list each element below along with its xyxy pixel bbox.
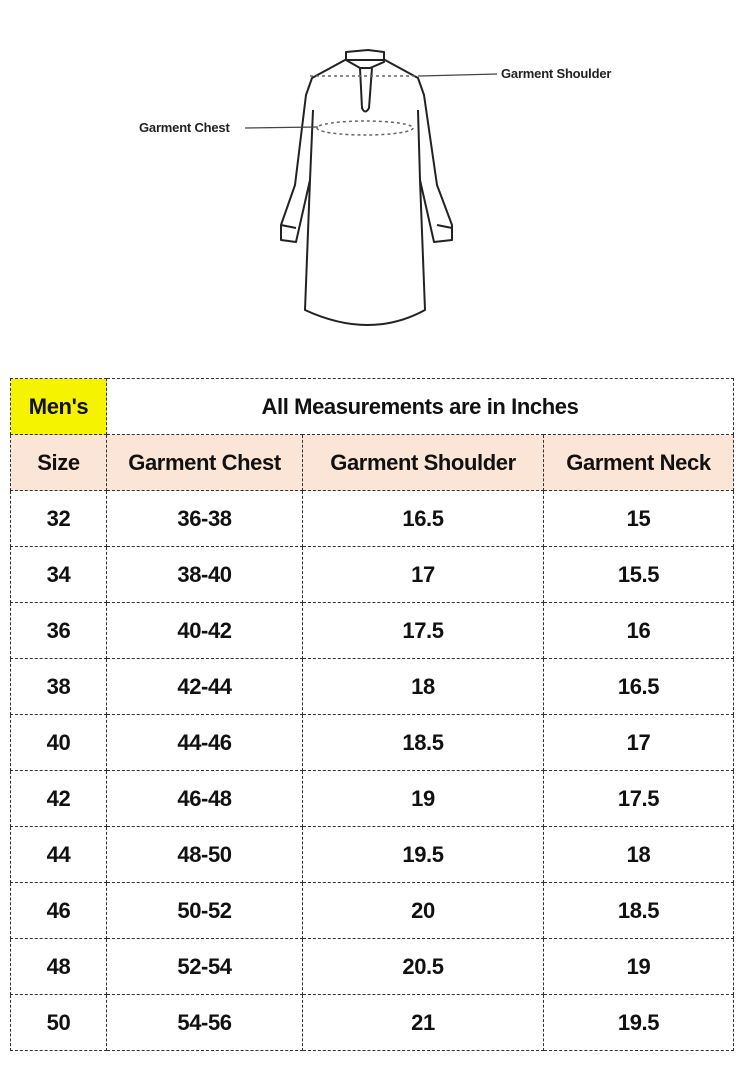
- cell-neck: 19.5: [543, 994, 734, 1051]
- cell-size: 38: [10, 658, 107, 715]
- cell-size: 44: [10, 826, 107, 883]
- cell-chest: 50-52: [106, 882, 303, 939]
- cell-shoulder: 19.5: [302, 826, 544, 883]
- cell-shoulder: 21: [302, 994, 544, 1051]
- chest-label: Garment Chest: [139, 120, 230, 135]
- cell-neck: 16.5: [543, 658, 734, 715]
- cell-size: 42: [10, 770, 107, 827]
- table-row: 34 38-40 17 15.5: [10, 546, 734, 603]
- cell-size: 46: [10, 882, 107, 939]
- cell-size: 32: [10, 490, 107, 547]
- cell-size: 34: [10, 546, 107, 603]
- cell-chest: 54-56: [106, 994, 303, 1051]
- cell-chest: 42-44: [106, 658, 303, 715]
- table-row: 50 54-56 21 19.5: [10, 994, 734, 1051]
- cell-neck: 17.5: [543, 770, 734, 827]
- cell-chest: 44-46: [106, 714, 303, 771]
- cell-chest: 40-42: [106, 602, 303, 659]
- cell-chest: 48-50: [106, 826, 303, 883]
- cell-neck: 17: [543, 714, 734, 771]
- cell-shoulder: 16.5: [302, 490, 544, 547]
- header-chest: Garment Chest: [106, 434, 303, 491]
- table-row: 40 44-46 18.5 17: [10, 714, 734, 771]
- table-row: 46 50-52 20 18.5: [10, 882, 734, 939]
- table-row: 44 48-50 19.5 18: [10, 826, 734, 883]
- header-neck: Garment Neck: [543, 434, 734, 491]
- cell-size: 50: [10, 994, 107, 1051]
- cell-chest: 38-40: [106, 546, 303, 603]
- cell-neck: 15.5: [543, 546, 734, 603]
- cell-neck: 18.5: [543, 882, 734, 939]
- gender-label: Men's: [10, 378, 107, 435]
- table-row: 32 36-38 16.5 15: [10, 490, 734, 547]
- garment-illustration: Garment Shoulder Garment Chest: [0, 0, 746, 370]
- header-shoulder: Garment Shoulder: [302, 434, 544, 491]
- cell-chest: 52-54: [106, 938, 303, 995]
- cell-size: 48: [10, 938, 107, 995]
- kurta-drawing: [244, 49, 498, 326]
- table-row: 38 42-44 18 16.5: [10, 658, 734, 715]
- cell-shoulder: 20: [302, 882, 544, 939]
- cell-size: 40: [10, 714, 107, 771]
- shoulder-label: Garment Shoulder: [501, 66, 612, 81]
- cell-shoulder: 18: [302, 658, 544, 715]
- cell-chest: 36-38: [106, 490, 303, 547]
- cell-shoulder: 17: [302, 546, 544, 603]
- header-size: Size: [10, 434, 107, 491]
- table-row: 48 52-54 20.5 19: [10, 938, 734, 995]
- size-chart-table: Men's All Measurements are in Inches Siz…: [10, 378, 734, 1051]
- cell-neck: 16: [543, 602, 734, 659]
- cell-neck: 15: [543, 490, 734, 547]
- cell-shoulder: 20.5: [302, 938, 544, 995]
- header-row: Size Garment Chest Garment Shoulder Garm…: [10, 434, 734, 491]
- cell-shoulder: 18.5: [302, 714, 544, 771]
- cell-neck: 19: [543, 938, 734, 995]
- table-row: 42 46-48 19 17.5: [10, 770, 734, 827]
- units-note: All Measurements are in Inches: [106, 378, 734, 435]
- cell-shoulder: 19: [302, 770, 544, 827]
- cell-size: 36: [10, 602, 107, 659]
- table-row: 36 40-42 17.5 16: [10, 602, 734, 659]
- cell-shoulder: 17.5: [302, 602, 544, 659]
- cell-chest: 46-48: [106, 770, 303, 827]
- cell-neck: 18: [543, 826, 734, 883]
